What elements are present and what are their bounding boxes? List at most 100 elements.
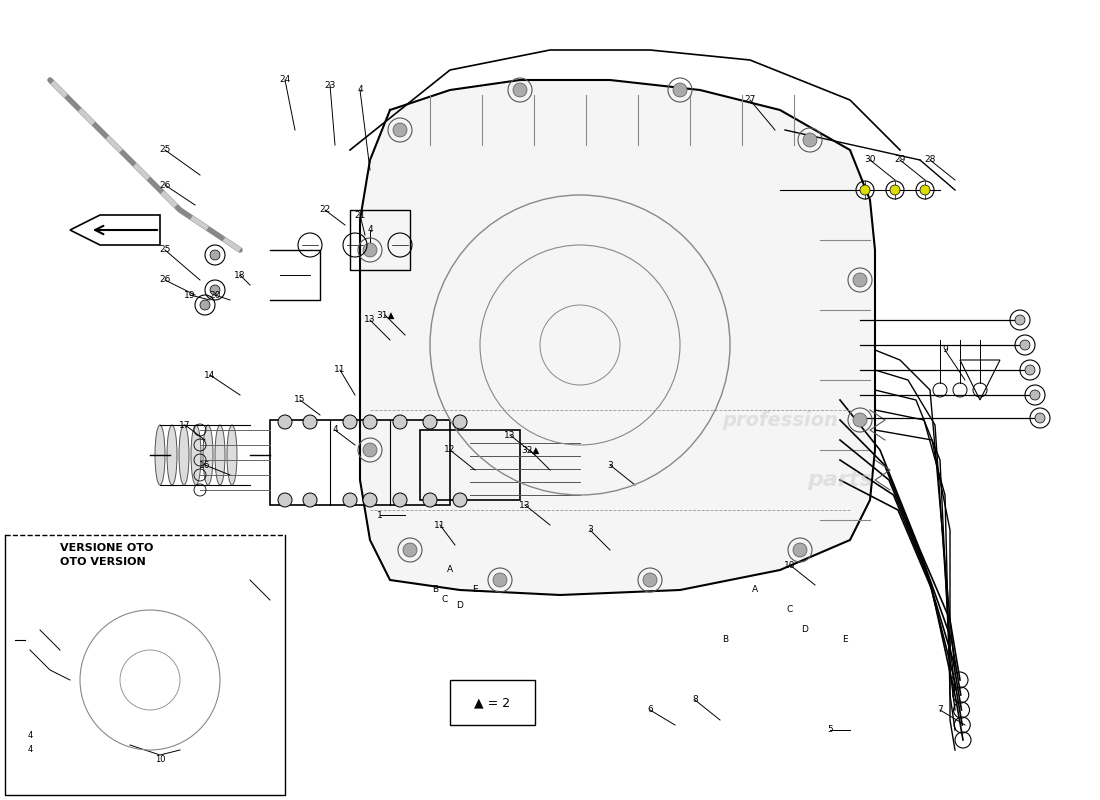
Circle shape [363,443,377,457]
Circle shape [644,573,657,587]
Text: 25: 25 [160,146,170,154]
Circle shape [393,123,407,137]
Circle shape [453,493,468,507]
Text: 4: 4 [28,730,33,739]
Text: 28: 28 [924,155,936,165]
Text: 25: 25 [160,246,170,254]
Circle shape [363,243,377,257]
Text: 7: 7 [937,706,943,714]
Circle shape [1015,315,1025,325]
Text: A: A [447,566,453,574]
Ellipse shape [227,425,236,485]
Text: 13: 13 [504,430,516,439]
Circle shape [860,185,870,195]
Circle shape [403,543,417,557]
Circle shape [302,415,317,429]
Circle shape [852,273,867,287]
Text: profession: profession [722,410,838,430]
Text: 10: 10 [155,755,165,765]
Circle shape [793,543,807,557]
Text: 4: 4 [332,426,338,434]
Text: 19: 19 [185,290,196,299]
Text: 26: 26 [160,181,170,190]
Text: parts: parts [807,470,873,490]
Text: 27: 27 [745,95,756,105]
Text: 18: 18 [234,270,245,279]
Text: 11: 11 [434,521,446,530]
Ellipse shape [204,425,213,485]
Bar [420,430,520,500]
Polygon shape [960,360,1000,400]
Circle shape [343,493,358,507]
Text: 20: 20 [209,290,221,299]
Circle shape [210,250,220,260]
Text: 3: 3 [587,526,593,534]
Text: E: E [472,586,477,594]
Text: 5: 5 [827,726,833,734]
Text: 8: 8 [692,695,697,705]
Text: 23: 23 [324,81,336,90]
Text: 12: 12 [444,446,455,454]
Circle shape [343,415,358,429]
Text: 14: 14 [205,370,216,379]
Circle shape [393,493,407,507]
Text: B: B [432,586,438,594]
Text: 16: 16 [199,461,211,470]
Circle shape [493,573,507,587]
Text: 1: 1 [377,510,383,519]
Text: 6: 6 [647,706,653,714]
Text: 9: 9 [942,346,948,354]
Bar [270,420,450,505]
Text: 30: 30 [865,155,876,165]
Circle shape [278,415,292,429]
Text: ▲ = 2: ▲ = 2 [474,697,510,710]
Text: A: A [752,586,758,594]
Text: 29: 29 [894,155,905,165]
Circle shape [1020,340,1030,350]
Circle shape [1035,413,1045,423]
Ellipse shape [179,425,189,485]
Circle shape [890,185,900,195]
Ellipse shape [167,425,177,485]
Polygon shape [70,215,160,245]
Circle shape [210,285,220,295]
Text: 17: 17 [179,421,190,430]
Text: 13: 13 [364,315,376,325]
Ellipse shape [214,425,225,485]
Bar [350,210,410,270]
Text: C: C [442,595,448,605]
Ellipse shape [155,425,165,485]
Circle shape [278,493,292,507]
Text: 3: 3 [607,461,613,470]
Circle shape [424,493,437,507]
Text: 32▲: 32▲ [521,446,539,454]
Text: E: E [843,635,848,645]
Text: 10: 10 [784,561,795,570]
Text: 4: 4 [358,86,363,94]
Circle shape [803,133,817,147]
Polygon shape [360,80,874,595]
Circle shape [302,493,317,507]
Text: 4: 4 [367,226,373,234]
Text: 26: 26 [160,275,170,285]
Circle shape [513,83,527,97]
Text: C: C [786,606,793,614]
Circle shape [453,415,468,429]
Circle shape [1025,365,1035,375]
Circle shape [363,415,377,429]
Circle shape [363,493,377,507]
Ellipse shape [191,425,201,485]
Text: B: B [722,635,728,645]
Text: 22: 22 [319,206,331,214]
Circle shape [200,300,210,310]
Circle shape [673,83,688,97]
Circle shape [424,415,437,429]
Text: 21: 21 [354,210,365,219]
Text: 15: 15 [295,395,306,405]
Text: 4: 4 [28,746,33,754]
Text: D: D [456,601,463,610]
Text: 11: 11 [334,366,345,374]
Text: 24: 24 [279,75,290,85]
Bar [450,680,535,725]
Text: D: D [802,626,808,634]
